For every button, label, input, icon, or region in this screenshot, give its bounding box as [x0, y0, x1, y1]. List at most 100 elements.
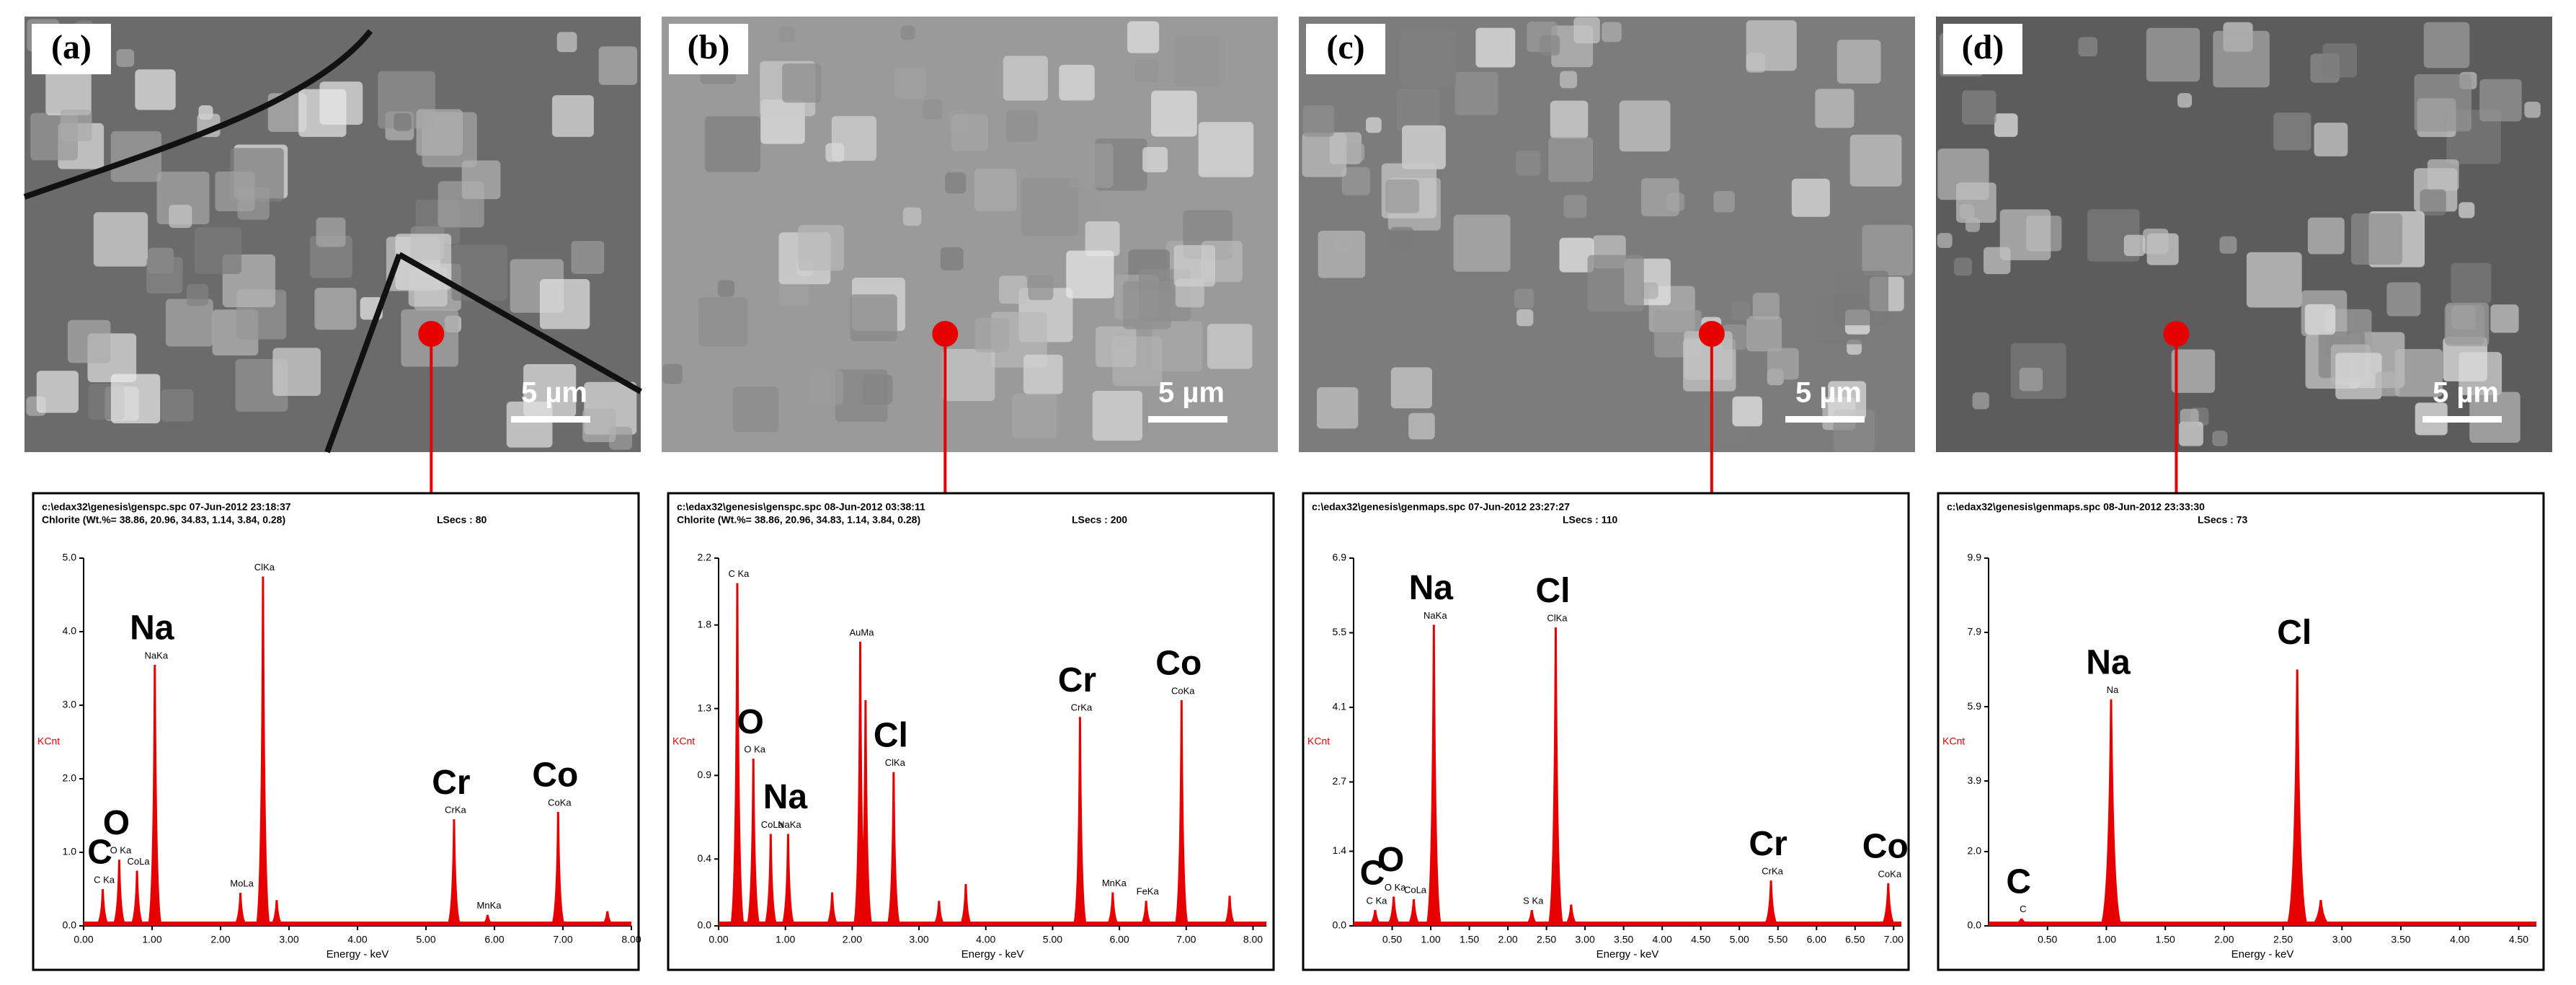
y-tick-label: 2.0 — [1968, 845, 1982, 857]
texture — [2177, 93, 2193, 108]
texture — [1059, 64, 1095, 101]
spectrum-file: c:\edax32\genesis\genmaps.spc 07-Jun-201… — [1312, 501, 1570, 513]
texture — [116, 49, 135, 67]
texture — [1390, 367, 1432, 409]
texture — [1994, 113, 2018, 137]
peak-label: C Ka — [1367, 895, 1388, 906]
peak-label: CrKa — [1071, 702, 1093, 713]
texture — [894, 67, 926, 99]
texture — [1619, 100, 1671, 152]
peak-label: NaKa — [145, 650, 169, 661]
peak — [1425, 624, 1443, 926]
texture — [1151, 90, 1197, 137]
texture — [1021, 178, 1079, 236]
texture — [2146, 27, 2200, 82]
texture — [2179, 421, 2203, 446]
x-tick-label: 0.00 — [709, 934, 728, 945]
texture — [1400, 31, 1457, 87]
peak-label: NaKa — [778, 819, 801, 830]
texture — [1937, 233, 1953, 248]
spectrum-frame — [1302, 492, 1910, 971]
texture — [1713, 190, 1735, 213]
peak-label: MnKa — [477, 900, 502, 911]
texture — [1123, 281, 1171, 330]
texture — [316, 217, 346, 247]
texture — [110, 374, 161, 424]
texture — [1127, 21, 1160, 53]
texture — [135, 69, 176, 110]
x-tick-label: 3.00 — [279, 934, 298, 945]
peak — [1880, 883, 1897, 926]
texture — [1550, 100, 1589, 139]
texture — [1514, 288, 1535, 309]
x-tick-label: 2.50 — [2273, 934, 2293, 945]
texture — [1746, 316, 1782, 352]
peak — [852, 641, 869, 926]
y-tick-label: 3.9 — [1968, 774, 1982, 786]
texture — [2314, 123, 2348, 156]
sem-panel: (b) 5 µm — [662, 17, 1278, 555]
panel-label: (d) — [1962, 28, 2004, 66]
x-tick-label: 1.00 — [2097, 934, 2116, 945]
texture — [1791, 178, 1830, 217]
x-tick-label: 2.00 — [210, 934, 230, 945]
peak-label: ClKa — [1547, 613, 1568, 624]
spectrum-chart: c:\edax32\genesis\genspc.spc 08-Jun-2012… — [667, 492, 1275, 971]
scale-bar — [1785, 416, 1865, 423]
x-tick-label: 4.50 — [1691, 934, 1710, 945]
texture — [2394, 349, 2443, 397]
background-continuum — [719, 922, 1266, 926]
texture — [1397, 89, 1440, 133]
x-tick-label: 8.00 — [621, 934, 641, 945]
element-label: C — [1360, 854, 1385, 892]
x-tick-label: 0.00 — [74, 934, 93, 945]
scale-bar-label: 5 µm — [1158, 377, 1225, 409]
y-axis-label: KCnt — [1942, 736, 1965, 747]
texture — [556, 32, 577, 53]
scale-bar-label: 5 µm — [521, 377, 587, 409]
texture — [1142, 146, 1168, 172]
y-tick-label: 3.0 — [63, 699, 77, 710]
peak-label: C Ka — [728, 568, 750, 579]
texture — [2414, 74, 2471, 132]
texture — [1218, 30, 1275, 87]
y-tick-label: 5.9 — [1968, 700, 1982, 712]
x-tick-label: 1.00 — [142, 934, 161, 945]
x-tick-label: 3.00 — [2332, 934, 2352, 945]
texture — [1174, 37, 1225, 87]
texture — [1573, 17, 1600, 44]
y-axis-label: KCnt — [1307, 736, 1330, 747]
texture — [1066, 250, 1114, 299]
y-tick-label: 2.2 — [698, 552, 712, 563]
texture — [169, 204, 192, 229]
peak-label: CoKa — [548, 797, 572, 808]
texture — [2490, 304, 2519, 333]
texture — [2219, 236, 2237, 254]
y-tick-label: 9.9 — [1968, 552, 1982, 563]
texture — [551, 94, 594, 137]
texture — [598, 46, 638, 85]
spectrum-file: c:\edax32\genesis\genspc.spc 07-Jun-2012… — [42, 501, 291, 513]
spectrum-lsecs: LSecs : 200 — [1072, 514, 1127, 526]
texture — [67, 319, 111, 363]
element-label: Cr — [1749, 825, 1787, 863]
x-tick-label: 6.50 — [1845, 934, 1865, 945]
x-tick-label: 5.00 — [416, 934, 435, 945]
texture — [2420, 189, 2446, 216]
texture — [798, 224, 844, 271]
texture — [1828, 381, 1867, 420]
x-axis-label: Energy - keV — [1596, 948, 1659, 960]
texture — [698, 297, 748, 347]
peak — [1072, 717, 1088, 926]
x-tick-label: 6.00 — [1807, 934, 1826, 945]
element-label: C — [2006, 862, 2031, 901]
texture — [1207, 324, 1253, 369]
texture — [1767, 348, 1799, 380]
peak — [147, 664, 163, 926]
peak-label: CoLa — [128, 856, 151, 867]
y-tick-label: 1.0 — [63, 846, 77, 857]
scale-bar — [2422, 416, 2502, 423]
y-tick-label: 2.7 — [1333, 775, 1347, 787]
texture — [60, 109, 92, 141]
